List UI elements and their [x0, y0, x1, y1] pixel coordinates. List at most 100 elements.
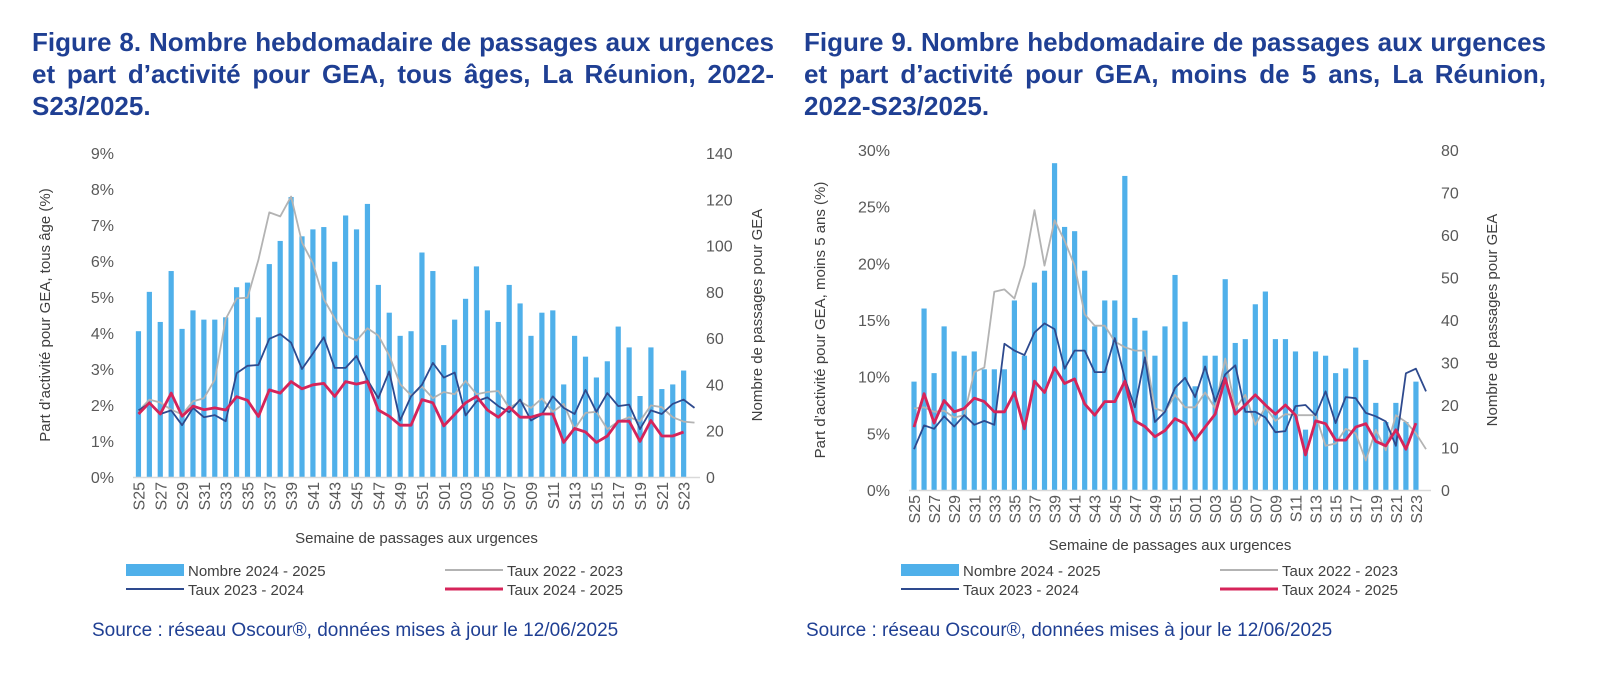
bar-nombre-2024-2025	[582, 356, 589, 477]
x-tick-label: S03	[1208, 495, 1225, 524]
bar-nombre-2024-2025	[1072, 231, 1078, 491]
x-tick-label: S49	[1148, 495, 1165, 524]
bar-nombre-2024-2025	[157, 321, 163, 477]
bar-nombre-2024-2025	[1222, 279, 1228, 490]
bar-nombre-2024-2025	[430, 271, 436, 477]
y-left-tick-label: 3%	[91, 362, 114, 379]
x-tick-label: S29	[947, 495, 964, 524]
bar-nombre-2024-2025	[190, 310, 196, 477]
legend-label: Taux 2023 - 2024	[188, 582, 304, 599]
legend-swatch	[126, 588, 184, 590]
x-tick-label: S45	[1108, 495, 1125, 524]
bar-nombre-2024-2025	[277, 240, 283, 477]
x-tick-label: S03	[459, 482, 476, 511]
bar-nombre-2024-2025	[572, 335, 578, 477]
bar-nombre-2024-2025	[1162, 326, 1168, 490]
bar-nombre-2024-2025	[951, 351, 957, 490]
bar-nombre-2024-2025	[1383, 422, 1389, 490]
bar-nombre-2024-2025	[1001, 369, 1007, 490]
bar-nombre-2024-2025	[408, 331, 414, 477]
bar-nombre-2024-2025	[233, 287, 240, 477]
x-tick-label: S39	[284, 482, 301, 511]
bar-nombre-2024-2025	[1212, 355, 1218, 490]
x-tick-label: S21	[1389, 495, 1406, 524]
x-tick-label: S23	[677, 482, 694, 511]
y-left-tick-label: 9%	[91, 146, 114, 163]
bar-nombre-2024-2025	[255, 317, 261, 477]
series-line-taux2024-2025	[912, 366, 1418, 457]
legend-swatch	[901, 564, 959, 576]
legend-swatch	[1220, 587, 1278, 591]
bar-nombre-2024-2025	[364, 203, 371, 477]
legend-swatch	[445, 587, 503, 591]
bar-nombre-2024-2025	[462, 298, 469, 477]
x-tick-label: S11	[1288, 495, 1305, 522]
x-tick-label: S33	[219, 482, 236, 511]
bar-nombre-2024-2025	[981, 369, 987, 490]
legend-swatch	[1220, 569, 1278, 571]
x-tick-label: S05	[480, 482, 497, 511]
bar-nombre-2024-2025	[517, 303, 523, 477]
x-tick-label: S27	[153, 482, 170, 511]
y-left-tick-label: 8%	[91, 182, 114, 199]
x-tick-label: S19	[633, 482, 650, 511]
y-right-tick-label: 80	[706, 285, 724, 302]
bar-nombre-2024-2025	[528, 335, 534, 477]
y-left-tick-label: 1%	[91, 434, 114, 451]
bar-nombre-2024-2025	[561, 384, 567, 477]
bar-nombre-2024-2025	[223, 317, 229, 477]
bar-nombre-2024-2025	[941, 326, 947, 490]
series-line-taux2024-2025	[137, 380, 685, 444]
x-tick-label: S35	[1007, 495, 1024, 524]
bar-nombre-2024-2025	[648, 347, 654, 477]
y-right-tick-label: 40	[1441, 313, 1459, 330]
bar-nombre-2024-2025	[288, 196, 294, 477]
bar-nombre-2024-2025	[343, 215, 349, 477]
bar-nombre-2024-2025	[659, 389, 665, 477]
x-tick-label: S25	[131, 482, 148, 511]
x-tick-label: S37	[1027, 495, 1044, 524]
x-tick-label: S33	[987, 495, 1004, 524]
bar-nombre-2024-2025	[1172, 274, 1178, 490]
bar-nombre-2024-2025	[1302, 429, 1309, 490]
bar-nombre-2024-2025	[484, 310, 490, 477]
bar-nombre-2024-2025	[931, 373, 937, 490]
bar-nombre-2024-2025	[1242, 339, 1248, 490]
bar-nombre-2024-2025	[506, 284, 512, 477]
x-axis-title: Semaine de passages aux urgences	[1049, 537, 1292, 554]
y-left-tick-label: 0%	[867, 483, 890, 500]
y-right-axis-title: Nombre de passages pour GEA	[1484, 214, 1501, 427]
y-left-axis-title: Part d’activité pour GEA, tous âge (%)	[37, 188, 54, 441]
x-tick-label: S49	[393, 482, 410, 511]
bar-nombre-2024-2025	[1041, 270, 1048, 490]
bar-nombre-2024-2025	[670, 384, 676, 477]
x-tick-label: S09	[1268, 495, 1285, 524]
x-tick-label: S43	[1088, 495, 1105, 524]
bar-nombre-2024-2025	[550, 310, 556, 477]
y-left-tick-label: 4%	[91, 326, 114, 343]
x-tick-label: S31	[197, 482, 214, 511]
x-tick-label: S01	[437, 482, 454, 511]
bar-nombre-2024-2025	[1142, 330, 1148, 490]
bar-nombre-2024-2025	[375, 284, 381, 477]
bar-nombre-2024-2025	[441, 345, 447, 477]
y-left-axis-title: Part d’activité pour GEA, moins 5 ans (%…	[812, 182, 829, 459]
x-tick-label: S27	[927, 495, 944, 524]
legend-label: Nombre 2024 - 2025	[963, 563, 1101, 580]
bar-nombre-2024-2025	[1232, 342, 1238, 490]
bar-nombre-2024-2025	[971, 351, 977, 490]
y-left-tick-label: 7%	[91, 218, 114, 235]
legend-label: Taux 2022 - 2023	[1282, 563, 1398, 580]
y-right-tick-label: 60	[1441, 228, 1459, 245]
y-right-tick-label: 10	[1441, 441, 1459, 458]
x-tick-label: S35	[240, 482, 257, 511]
legend-label: Taux 2022 - 2023	[507, 563, 623, 580]
bar-nombre-2024-2025	[593, 377, 600, 477]
bar-nombre-2024-2025	[146, 291, 152, 477]
series-line-taux2023-2024	[913, 322, 1427, 450]
legend-label: Taux 2024 - 2025	[1282, 582, 1398, 599]
y-right-tick-label: 80	[1441, 143, 1459, 160]
legend-label: Taux 2023 - 2024	[963, 582, 1079, 599]
x-tick-label: S19	[1369, 495, 1386, 524]
bar-nombre-2024-2025	[681, 370, 687, 477]
